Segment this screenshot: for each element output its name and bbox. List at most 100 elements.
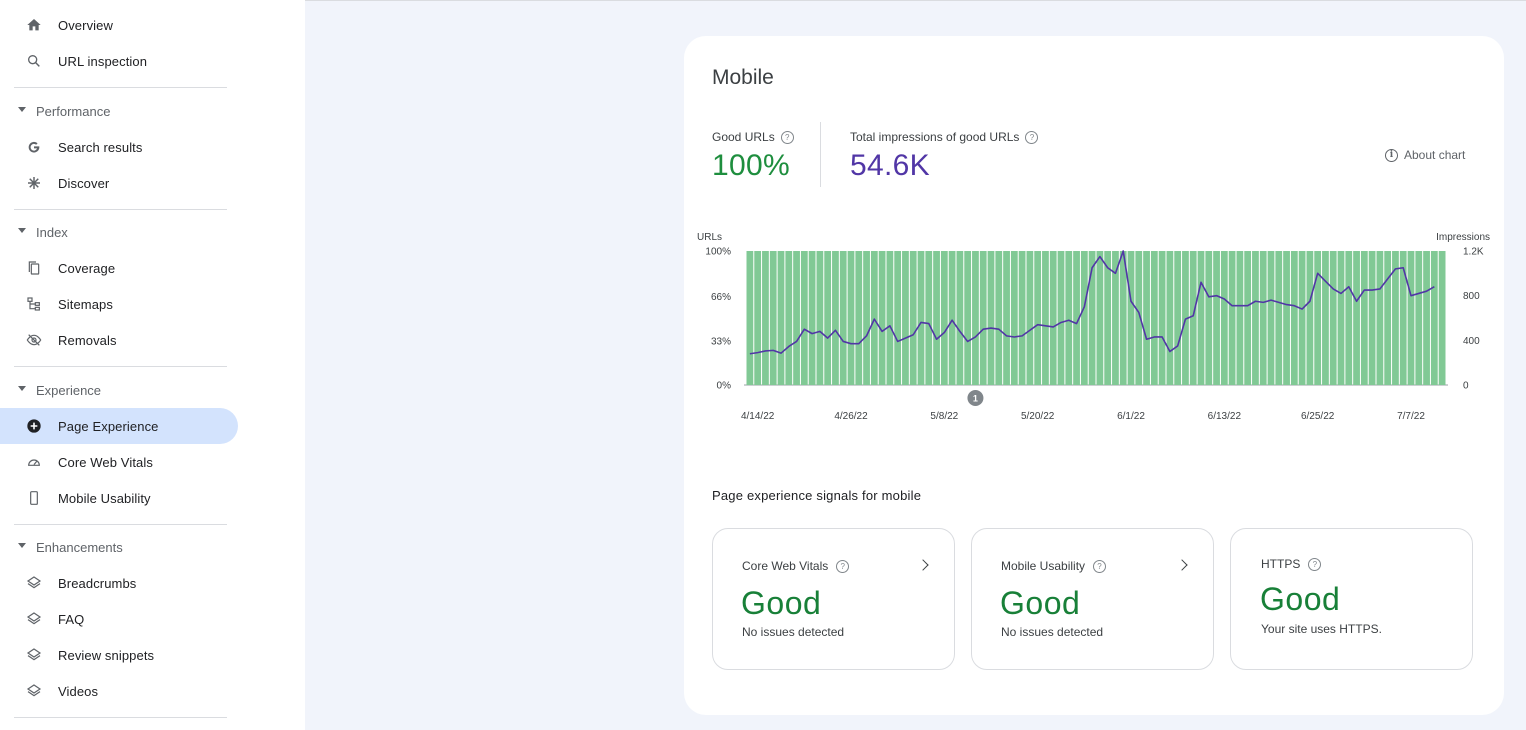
signal-card-core-web-vitals[interactable]: Core Web Vitals ? Good No issues detecte… <box>712 528 955 670</box>
chart-bar[interactable] <box>1096 251 1104 385</box>
chart-bar[interactable] <box>855 251 863 385</box>
chart-bar[interactable] <box>1143 251 1150 385</box>
chart-bar[interactable] <box>1205 251 1213 385</box>
chart-bar[interactable] <box>1244 251 1252 385</box>
chart-bar[interactable] <box>1384 251 1392 385</box>
chart-bar[interactable] <box>1275 251 1283 385</box>
sidebar-item-mobile-usability[interactable]: Mobile Usability <box>0 480 238 516</box>
chart-bar[interactable] <box>1399 251 1407 385</box>
signal-card-mobile-usability[interactable]: Mobile Usability ? Good No issues detect… <box>971 528 1214 670</box>
chart-bar[interactable] <box>886 251 894 385</box>
chart-bar[interactable] <box>1026 251 1034 385</box>
chart-bar[interactable] <box>1415 251 1423 385</box>
chart-bar[interactable] <box>1042 251 1049 385</box>
chart-bar[interactable] <box>995 251 1003 385</box>
sidebar-item-sitemaps[interactable]: Sitemaps <box>0 286 238 322</box>
chart-bar[interactable] <box>878 251 886 385</box>
chart-bar[interactable] <box>902 251 909 385</box>
chart-bar[interactable] <box>1306 251 1314 385</box>
chart-bar[interactable] <box>1057 251 1065 385</box>
chart-bar[interactable] <box>1034 251 1042 385</box>
chart-bar[interactable] <box>964 251 972 385</box>
chart-bar[interactable] <box>1213 251 1220 385</box>
chart-bar[interactable] <box>1135 251 1143 385</box>
chart-bar[interactable] <box>1360 251 1368 385</box>
sidebar-item-videos[interactable]: Videos <box>0 673 238 709</box>
chart-bar[interactable] <box>1430 251 1438 385</box>
chart-bar[interactable] <box>777 251 785 385</box>
chart-bar[interactable] <box>1088 251 1096 385</box>
chart-bar[interactable] <box>1438 251 1446 385</box>
chart-bar[interactable] <box>839 251 847 385</box>
help-icon[interactable]: ? <box>1093 559 1107 573</box>
sidebar-item-review-snippets[interactable]: Review snippets <box>0 637 238 673</box>
chart-bar[interactable] <box>785 251 793 385</box>
chart-bar[interactable] <box>1376 251 1384 385</box>
chart-bar[interactable] <box>793 251 800 385</box>
help-icon[interactable]: ? <box>1308 557 1322 571</box>
chart-bar[interactable] <box>1353 251 1360 385</box>
chart-bar[interactable] <box>1392 251 1399 385</box>
chart-bar[interactable] <box>1267 251 1275 385</box>
sidebar-item-url-inspection[interactable]: URL inspection <box>0 43 238 79</box>
sidebar-item-discover[interactable]: Discover <box>0 165 238 201</box>
about-chart-button[interactable]: i About chart <box>1385 148 1465 162</box>
chart-bar[interactable] <box>1220 251 1228 385</box>
chart-bar[interactable] <box>1228 251 1236 385</box>
sidebar-section-experience[interactable]: Experience <box>0 375 238 405</box>
chart-bar[interactable] <box>909 251 917 385</box>
chart-bar[interactable] <box>1337 251 1345 385</box>
chart-bar[interactable] <box>979 251 987 385</box>
annotation-marker[interactable] <box>967 390 984 406</box>
sidebar-item-search-results[interactable]: Search results <box>0 129 238 165</box>
chart-bar[interactable] <box>1080 251 1088 385</box>
chart-bar[interactable] <box>948 251 956 385</box>
chart-bar[interactable] <box>1236 251 1244 385</box>
chart-bar[interactable] <box>1423 251 1430 385</box>
chart-bar[interactable] <box>1150 251 1158 385</box>
chart-bar[interactable] <box>1003 251 1010 385</box>
chart-bar[interactable] <box>870 251 878 385</box>
chart-bar[interactable] <box>1329 251 1337 385</box>
chart-bar[interactable] <box>1049 251 1057 385</box>
chart-bar[interactable] <box>800 251 808 385</box>
chart-bar[interactable] <box>1283 251 1290 385</box>
chart-bar[interactable] <box>762 251 769 385</box>
chart-bar[interactable] <box>832 251 839 385</box>
chart-bar[interactable] <box>894 251 902 385</box>
chart-bar[interactable] <box>1189 251 1197 385</box>
chart-bar[interactable] <box>925 251 933 385</box>
chart-bar[interactable] <box>816 251 824 385</box>
chart-bar[interactable] <box>746 251 754 385</box>
chart-bar[interactable] <box>1314 251 1322 385</box>
chart-bar[interactable] <box>1182 251 1189 385</box>
chart-bar[interactable] <box>1298 251 1306 385</box>
chart-bar[interactable] <box>1166 251 1174 385</box>
sidebar-item-overview[interactable]: Overview <box>0 7 238 43</box>
chart-bar[interactable] <box>987 251 995 385</box>
chart-bar[interactable] <box>824 251 832 385</box>
help-icon[interactable]: ? <box>780 130 794 144</box>
sidebar-item-core-web-vitals[interactable]: Core Web Vitals <box>0 444 238 480</box>
chevron-right-icon[interactable] <box>1176 559 1188 571</box>
chart-bar[interactable] <box>1119 251 1127 385</box>
chart-bar[interactable] <box>1345 251 1353 385</box>
sidebar-item-page-experience[interactable]: Page Experience <box>0 408 238 444</box>
chart-bar[interactable] <box>1127 251 1135 385</box>
chart-bar[interactable] <box>1112 251 1119 385</box>
chart-bar[interactable] <box>1259 251 1267 385</box>
chart-bar[interactable] <box>933 251 940 385</box>
chart-bar[interactable] <box>972 251 979 385</box>
chart-bar[interactable] <box>754 251 762 385</box>
sidebar-item-faq[interactable]: FAQ <box>0 601 238 637</box>
chart-bar[interactable] <box>863 251 870 385</box>
sidebar-section-performance[interactable]: Performance <box>0 96 238 126</box>
sidebar-item-removals[interactable]: Removals <box>0 322 238 358</box>
chart-bar[interactable] <box>940 251 948 385</box>
chart-bar[interactable] <box>1197 251 1205 385</box>
chart-bar[interactable] <box>1010 251 1018 385</box>
sidebar-item-coverage[interactable]: Coverage <box>0 250 238 286</box>
sidebar-section-enhancements[interactable]: Enhancements <box>0 532 238 562</box>
sidebar-item-breadcrumbs[interactable]: Breadcrumbs <box>0 565 238 601</box>
chart-bar[interactable] <box>769 251 777 385</box>
